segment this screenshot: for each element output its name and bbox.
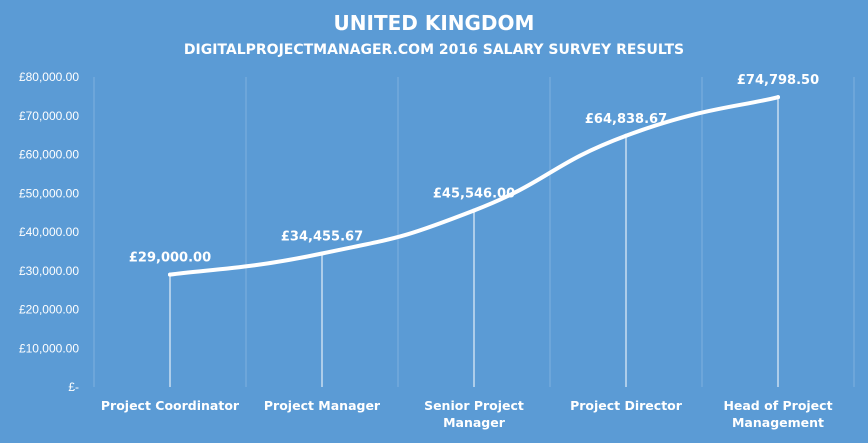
x-axis: Project Coordinator Project Manager Senior… <box>101 398 833 430</box>
x-tick-label: Head of Project Management <box>723 398 832 430</box>
x-tick-label-line: Project Manager <box>264 398 381 413</box>
x-tick-label-line: Manager <box>443 415 506 430</box>
x-tick-label-line: Senior Project <box>424 398 524 413</box>
data-point <box>320 251 324 256</box>
data-point <box>168 272 172 277</box>
data-point <box>776 95 780 100</box>
x-tick-label-line: Project Director <box>570 398 683 413</box>
y-tick-label: £40,000.00 <box>19 225 79 239</box>
x-tick-label: Project Coordinator <box>101 398 240 413</box>
data-point <box>472 208 476 213</box>
data-labels: £29,000.00 £34,455.67 £45,546.00 £64,838.67… <box>129 73 819 265</box>
data-point <box>624 133 628 138</box>
y-tick-label: £20,000.00 <box>19 303 79 317</box>
y-axis: £- £10,000.00 £20,000.00 £30,000.00 £40,000.… <box>19 70 79 394</box>
y-tick-label: £70,000.00 <box>19 109 79 123</box>
y-tick-label: £10,000.00 <box>19 341 79 355</box>
data-label: £29,000.00 <box>129 251 211 266</box>
grid-lines <box>93 77 855 387</box>
y-tick-label: £80,000.00 <box>19 70 79 84</box>
y-tick-label: £60,000.00 <box>19 148 79 162</box>
data-label: £64,838.67 <box>585 112 667 127</box>
y-tick-label: £30,000.00 <box>19 264 79 278</box>
x-tick-label-line: Head of Project <box>723 398 832 413</box>
data-label: £74,798.50 <box>737 73 819 88</box>
x-tick-label: Project Director <box>570 398 683 413</box>
chart-title: UNITED KINGDOM <box>334 11 535 35</box>
data-label: £34,455.67 <box>281 229 363 244</box>
series <box>168 95 780 277</box>
drop-lines <box>169 97 779 387</box>
x-tick-label: Project Manager <box>264 398 381 413</box>
x-tick-label-line: Project Coordinator <box>101 398 240 413</box>
y-tick-label: £50,000.00 <box>19 186 79 200</box>
x-tick-label-line: Management <box>732 415 824 430</box>
chart-subtitle: DIGITALPROJECTMANAGER.COM 2016 SALARY SU… <box>184 42 684 58</box>
y-tick-label: £- <box>68 380 79 394</box>
x-tick-label: Senior Project Manager <box>424 398 524 430</box>
data-label: £45,546.00 <box>433 187 515 202</box>
